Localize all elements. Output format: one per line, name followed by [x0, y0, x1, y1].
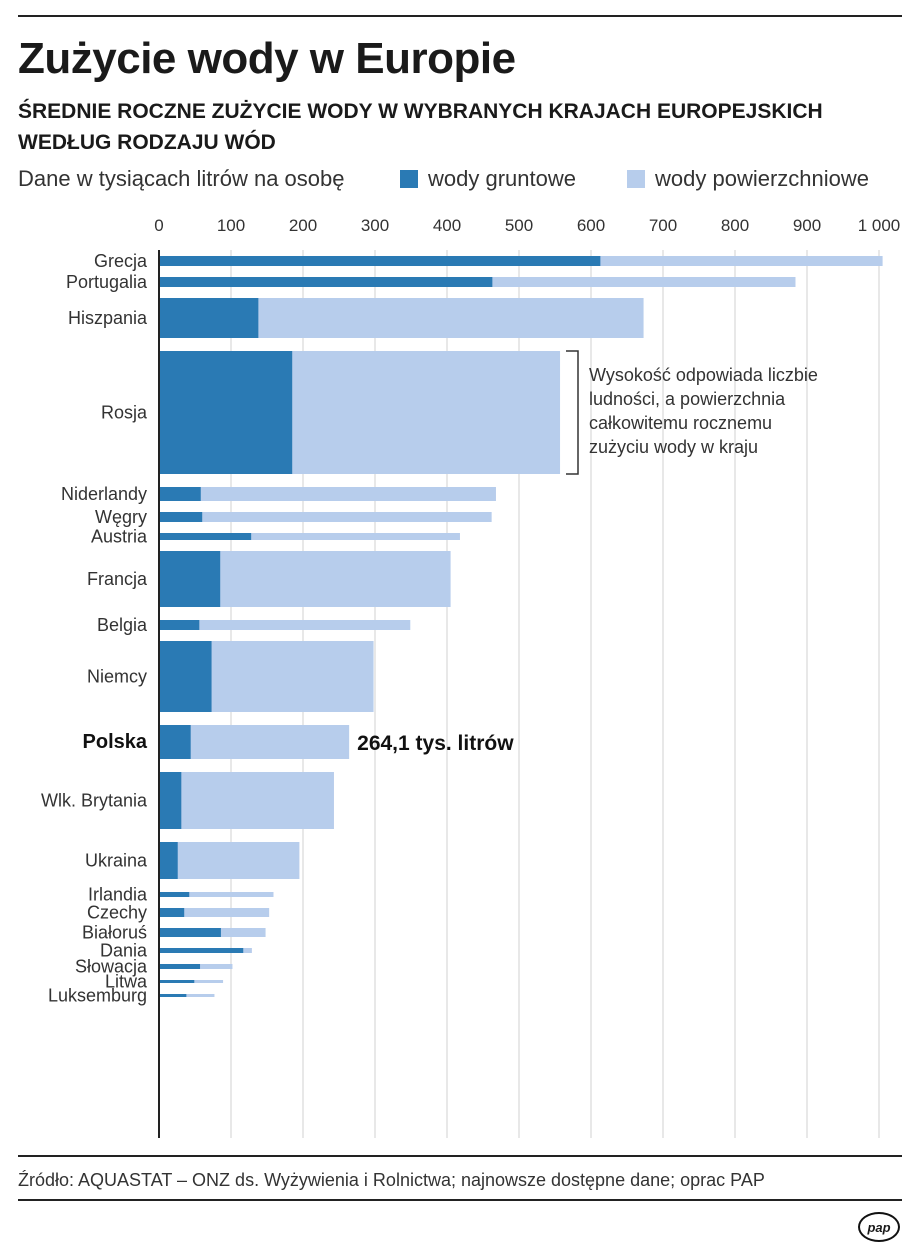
bottom-rule — [18, 1199, 902, 1201]
bar-ground — [159, 964, 201, 969]
category-label: Austria — [91, 527, 148, 547]
category-label: Słowacja — [75, 957, 148, 977]
x-tick-label: 900 — [793, 216, 821, 235]
x-tick-label: 800 — [721, 216, 749, 235]
source-note: Źródło: AQUASTAT – ONZ ds. Wyżywienia i … — [18, 1170, 765, 1190]
x-tick-label: 400 — [433, 216, 461, 235]
bar-ground — [159, 641, 212, 712]
category-label: Francja — [87, 569, 148, 589]
legend-label-surface: wody powierzchniowe — [655, 166, 869, 191]
bar-ground — [159, 725, 191, 759]
source-rule — [18, 1155, 902, 1157]
bar-ground — [159, 842, 178, 879]
polska-callout: 264,1 tys. litrów — [357, 732, 514, 755]
bracket-note-line: zużyciu wody w kraju — [589, 437, 758, 457]
legend-swatch-surface — [627, 170, 645, 188]
category-label: Belgia — [97, 615, 148, 635]
bracket-note-line: całkowitemu rocznemu — [589, 413, 772, 433]
bar-ground — [159, 994, 187, 997]
bar-ground — [159, 277, 493, 287]
bar-ground — [159, 551, 221, 607]
category-label: Litwa — [105, 972, 148, 992]
chart-title: Zużycie wody w Europie — [18, 34, 516, 83]
bar-ground — [159, 980, 195, 983]
top-rule — [18, 15, 902, 17]
bar-ground — [159, 351, 293, 474]
x-tick-label: 600 — [577, 216, 605, 235]
x-tick-label: 300 — [361, 216, 389, 235]
category-label: Grecja — [94, 251, 148, 271]
units-label: Dane w tysiącach litrów na osobę — [18, 166, 345, 191]
x-tick-label: 700 — [649, 216, 677, 235]
bar-ground — [159, 533, 252, 540]
bar-ground — [159, 256, 601, 266]
bar-ground — [159, 487, 201, 501]
bar-surface — [159, 994, 215, 997]
category-label: Ukraina — [85, 851, 148, 871]
legend-item-ground: wody gruntowe — [400, 166, 576, 192]
category-label: Portugalia — [66, 272, 148, 292]
bar-surface — [159, 487, 496, 501]
legend-label-ground: wody gruntowe — [428, 166, 576, 191]
category-label: Luksemburg — [48, 986, 147, 1006]
bar-surface — [159, 533, 460, 540]
category-label: Niemcy — [87, 667, 147, 687]
x-tick-label: 100 — [217, 216, 245, 235]
bar-surface — [159, 908, 270, 917]
category-label: Węgry — [95, 507, 147, 527]
bar-surface — [159, 772, 334, 829]
bar-surface — [159, 892, 274, 897]
chart-plot: 0 100 200 300 400 500 600 700 800 900 1 000GrecjaP… — [41, 216, 901, 1138]
bar-ground — [159, 948, 244, 953]
category-label: Niderlandy — [61, 484, 147, 504]
x-tick-label: 200 — [289, 216, 317, 235]
category-label: Wlk. Brytania — [41, 791, 148, 811]
bar-ground — [159, 908, 185, 917]
category-label: Białoruś — [82, 923, 147, 943]
bracket-note-line: Wysokość odpowiada liczbie — [589, 365, 818, 385]
category-label: Irlandia — [88, 885, 148, 905]
bar-ground — [159, 772, 182, 829]
legend-item-surface: wody powierzchniowe — [627, 166, 869, 192]
bar-ground — [159, 512, 203, 522]
bar-ground — [159, 892, 190, 897]
chart-subtitle: ŚREDNIE ROCZNE ZUŻYCIE WODY W WYBRANYCH … — [18, 100, 823, 154]
bar-surface — [159, 512, 492, 522]
bar-ground — [159, 620, 200, 630]
category-label: Hiszpania — [68, 308, 148, 328]
category-label: Czechy — [87, 903, 147, 923]
bar-ground — [159, 298, 259, 338]
category-label: Polska — [83, 731, 148, 753]
bar-surface — [159, 842, 300, 879]
legend-swatch-ground — [400, 170, 418, 188]
category-label: Rosja — [101, 403, 148, 423]
pap-logo: pap — [858, 1212, 900, 1242]
bar-surface — [159, 725, 350, 759]
bracket — [566, 350, 579, 475]
x-tick-label: 1 000 — [858, 216, 901, 235]
bar-ground — [159, 928, 221, 937]
x-tick-label: 500 — [505, 216, 533, 235]
x-tick-label: 0 — [154, 216, 163, 235]
bar-surface — [159, 620, 411, 630]
category-label: Dania — [100, 941, 148, 961]
bracket-note-line: ludności, a powierzchnia — [589, 389, 786, 409]
